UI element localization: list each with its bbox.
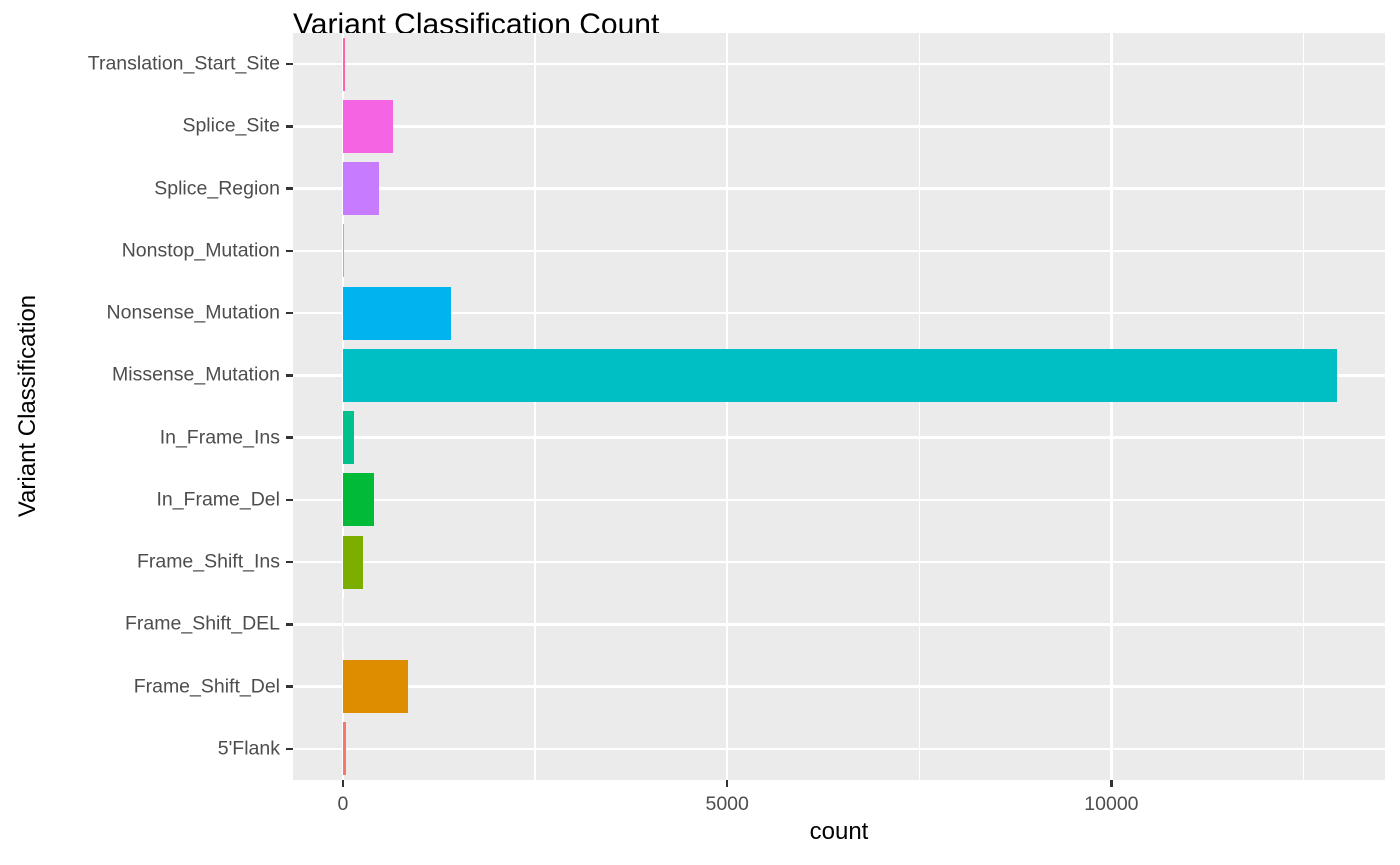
bar-in-frame-ins — [342, 411, 355, 465]
major-gridline — [725, 33, 729, 780]
y-tick-label: Nonsense_Mutation — [106, 301, 280, 324]
y-tick — [286, 125, 293, 128]
bar-in-frame-del — [342, 473, 375, 527]
y-tick — [286, 747, 293, 751]
major-gridline — [293, 125, 1385, 128]
y-tick — [286, 311, 293, 315]
x-tick-label: 0 — [337, 793, 349, 815]
y-tick-label: In_Frame_Del — [156, 488, 280, 511]
major-gridline — [341, 33, 345, 780]
major-gridline — [293, 560, 1385, 564]
y-tick — [286, 436, 293, 439]
y-tick — [286, 249, 293, 253]
y-tick-label: In_Frame_Ins — [159, 426, 280, 449]
y-tick — [286, 62, 293, 66]
y-tick-label: Splice_Site — [182, 114, 280, 137]
bar-splice-site — [342, 99, 394, 153]
bar-frame-shift-del — [342, 597, 345, 651]
bar-nonstop-mutation — [342, 224, 345, 278]
bar-translation-start-site — [342, 37, 346, 91]
major-gridline — [1110, 33, 1113, 780]
bar-frame-shift-ins — [342, 535, 363, 589]
y-tick-label: Splice_Region — [154, 177, 280, 200]
y-tick-label: Frame_Shift_DEL — [125, 612, 280, 635]
major-gridline — [293, 747, 1385, 751]
x-tick-label: 5000 — [705, 793, 749, 815]
plot-panel — [293, 33, 1385, 780]
y-axis-title: Variant Classification — [14, 294, 41, 518]
major-gridline — [293, 685, 1385, 688]
major-gridline — [293, 623, 1385, 626]
x-tick — [341, 780, 345, 787]
y-tick — [286, 374, 293, 377]
x-axis-title: count — [809, 818, 869, 845]
major-gridline — [293, 436, 1385, 439]
major-gridline — [293, 249, 1385, 253]
minor-gridline — [918, 33, 920, 780]
x-tick — [725, 780, 729, 787]
x-tick — [1110, 780, 1113, 787]
major-gridline — [293, 187, 1385, 190]
minor-gridline — [534, 33, 536, 780]
major-gridline — [293, 311, 1385, 315]
bar-nonsense-mutation — [342, 286, 452, 340]
y-tick-label: 5'Flank — [217, 737, 280, 760]
y-tick — [286, 560, 293, 564]
x-tick-label: 10000 — [1084, 793, 1139, 815]
major-gridline — [293, 498, 1385, 502]
bar-5-flank — [342, 722, 346, 776]
y-tick-label: Frame_Shift_Del — [133, 675, 280, 698]
y-tick — [286, 498, 293, 502]
y-tick-label: Nonstop_Mutation — [121, 239, 280, 262]
y-tick-label: Translation_Start_Site — [87, 52, 280, 75]
bar-missense-mutation — [342, 348, 1337, 402]
y-tick — [286, 685, 293, 688]
y-tick — [286, 187, 293, 190]
bar-splice-region — [342, 162, 380, 216]
y-tick-label: Frame_Shift_Ins — [136, 550, 280, 573]
y-tick — [286, 623, 293, 626]
bar-frame-shift-del — [342, 660, 409, 714]
major-gridline — [293, 62, 1385, 66]
minor-gridline — [1302, 33, 1305, 780]
y-tick-label: Missense_Mutation — [112, 363, 280, 386]
